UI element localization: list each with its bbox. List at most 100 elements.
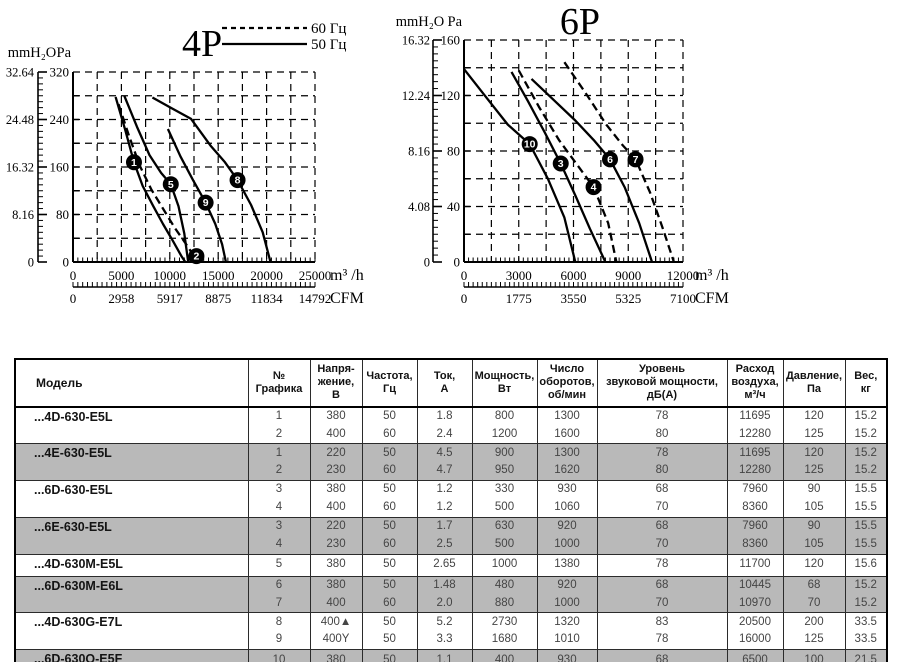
value-cell: 2.5 — [416, 535, 473, 555]
value-cell: 60 — [361, 462, 418, 481]
table-row: ...4D-630G-E7L 8 400▲ 50 5.2 2730 1320 83 20500 2… — [14, 612, 888, 650]
value-cell: 4.7 — [416, 462, 473, 481]
value-cell: 70 — [596, 499, 728, 518]
x-unit-label: m³ /h — [330, 267, 364, 284]
curve-marker-10: 10 — [521, 136, 538, 153]
value-cell: 50 — [361, 612, 418, 632]
x-tick-label: 12000 — [667, 268, 700, 283]
value-cell: 1010 — [536, 631, 598, 650]
legend-label: 60 Гц — [311, 21, 346, 37]
value-cell: 33.5 — [844, 612, 888, 632]
value-cell: 6 — [247, 575, 311, 595]
marker-circle — [229, 172, 246, 189]
value-cell: 15.2 — [844, 594, 888, 613]
table-row: ...6D-630Q-E5F 10 380 50 1.1 400 930 68 6500 100 2… — [14, 649, 888, 662]
table-row: 4 230 60 2.5 500 1000 70 8360 105 15.5 — [15, 535, 888, 555]
value-cell: 1.8 — [416, 406, 473, 426]
curve-marker-5: 5 — [162, 176, 179, 193]
marker-circle — [627, 151, 644, 168]
value-cell: 1300 — [536, 406, 598, 426]
model-name-cell: ...4D-630G-E7L — [14, 612, 249, 650]
x-tick-label: 15000 — [202, 268, 235, 283]
value-cell: 380 — [309, 406, 363, 426]
value-cell: 1680 — [471, 631, 538, 650]
value-cell: 90 — [782, 480, 846, 500]
value-cell: 500 — [471, 499, 538, 518]
curve-graph-4 — [517, 69, 618, 263]
x-tick-label: 9000 — [615, 268, 641, 283]
value-cell: 10 — [247, 649, 311, 662]
value-cell: 70 — [596, 535, 728, 555]
value-cell: 50 — [361, 406, 418, 426]
value-cell: 60 — [361, 535, 418, 555]
curve-marker-3: 3 — [552, 155, 569, 172]
table-row: ...4D-630-E5L 1 380 50 1.8 800 1300 78 11695 120 1… — [14, 406, 888, 444]
column-header: Модель — [14, 358, 249, 408]
curve-graph-5 — [123, 95, 190, 263]
table-head: Модель № Графика Напря-жение, В Частота, Гц Ток… — [14, 358, 888, 408]
x-tick-label: 5000 — [108, 268, 134, 283]
pa-unit-label: Pa — [448, 14, 463, 30]
value-cell: 1200 — [471, 425, 538, 444]
value-cell: 1300 — [536, 443, 598, 463]
value-cell: 15.2 — [844, 443, 888, 463]
curve-graph-1 — [114, 96, 187, 263]
chart-title: 4P — [182, 23, 222, 65]
value-cell: 5 — [247, 553, 311, 577]
value-cell: 1 — [247, 443, 311, 463]
table-row: 2 400 60 2.4 1200 1600 80 12280 125 15.2 — [15, 425, 888, 444]
value-cell: 380 — [309, 575, 363, 595]
value-cell: 12280 — [726, 462, 784, 481]
pa-ticks — [464, 67, 470, 235]
value-cell: 3.3 — [416, 631, 473, 650]
value-cell: 1600 — [536, 425, 598, 444]
mmh2o-tick-label: 16.32 — [6, 161, 34, 175]
value-cell: 78 — [596, 406, 728, 426]
value-cell: 6500 — [726, 649, 784, 662]
value-cell: 500 — [471, 535, 538, 555]
value-cell: 9 — [247, 631, 311, 650]
value-cell: 20500 — [726, 612, 784, 632]
value-cell: 60 — [361, 594, 418, 613]
curve-marker-4: 4 — [585, 179, 602, 196]
marker-number: 10 — [524, 139, 536, 151]
marker-number: 8 — [235, 175, 241, 187]
marker-number: 9 — [203, 197, 209, 209]
cfm-tick-label: 0 — [461, 291, 468, 306]
value-cell: 120 — [782, 406, 846, 426]
model-name-cell: ...6D-630Q-E5F — [14, 649, 249, 662]
value-cell: 7960 — [726, 516, 784, 536]
grid — [73, 71, 316, 262]
value-cell: 1060 — [536, 499, 598, 518]
value-cell: 11700 — [726, 553, 784, 577]
value-cell: 125 — [782, 425, 846, 444]
value-cell: 8360 — [726, 499, 784, 518]
value-cell: 930 — [536, 649, 598, 662]
value-cell: 4 — [247, 499, 311, 518]
value-cell: 15.5 — [844, 535, 888, 555]
curve-marker-2: 2 — [188, 248, 205, 265]
value-cell: 105 — [782, 499, 846, 518]
marker-circle — [125, 154, 142, 171]
value-cell: 90 — [782, 516, 846, 536]
value-cell: 930 — [536, 480, 598, 500]
curve-marker-6: 6 — [602, 151, 618, 168]
table-row: 2 230 60 4.7 950 1620 80 12280 125 15.2 — [15, 462, 888, 481]
cfm-tick-label: 7100 — [670, 291, 696, 306]
value-cell: 2.65 — [416, 553, 473, 577]
pa-tick-label: 0 — [63, 255, 70, 270]
value-cell: 380 — [309, 553, 363, 577]
marker-circle — [552, 155, 569, 172]
curve-graph-7 — [563, 61, 675, 263]
curve-graph-8 — [151, 96, 272, 263]
x-unit-label: m³ /h — [695, 267, 729, 284]
pa-tick-label: 160 — [441, 33, 461, 48]
curve-marker-1: 1 — [125, 154, 142, 171]
table-row: ...4E-630-E5L 1 220 50 4.5 900 1300 78 11695 120 1… — [14, 443, 888, 481]
value-cell: 16000 — [726, 631, 784, 650]
value-cell: 900 — [471, 443, 538, 463]
pa-tick-label: 0 — [454, 255, 461, 270]
value-cell: 800 — [471, 406, 538, 426]
value-cell: 125 — [782, 631, 846, 650]
